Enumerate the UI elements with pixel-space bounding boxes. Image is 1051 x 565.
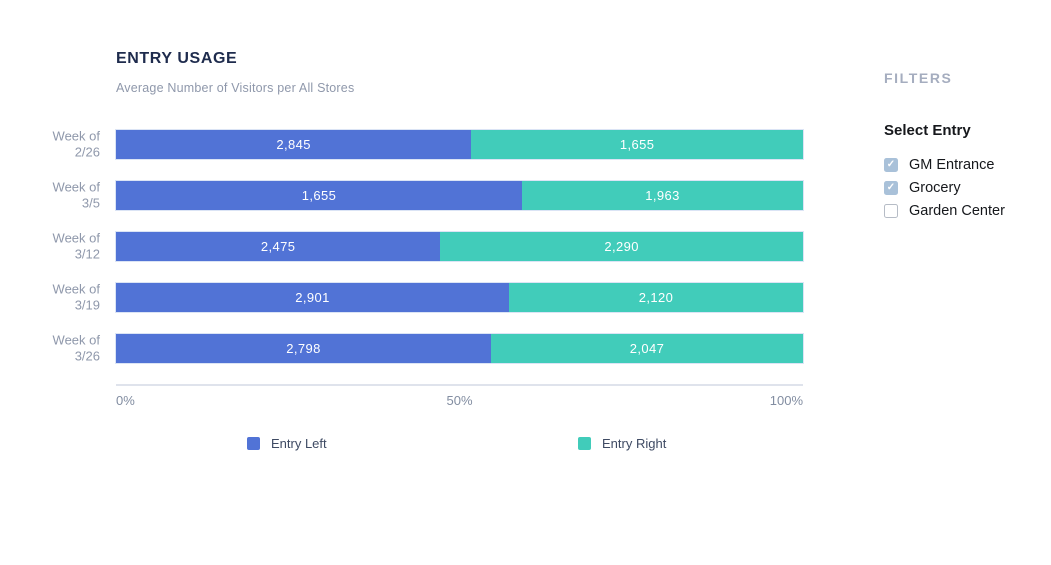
entry-right-swatch-icon xyxy=(578,437,591,450)
entry-right-segment: 2,120 xyxy=(508,283,803,312)
entry-left-segment: 2,475 xyxy=(116,232,441,261)
filter-options: ✓ GM Entrance ✓ Grocery Garden Center xyxy=(884,153,1005,222)
entry-right-segment: 2,047 xyxy=(491,334,803,363)
chart-title: ENTRY USAGE xyxy=(116,50,238,67)
filter-option-label: Garden Center xyxy=(909,202,1005,219)
chart-row: Week of 2/26 2,845 1,655 xyxy=(0,128,803,160)
select-entry-label: Select Entry xyxy=(884,122,971,139)
entry-right-segment: 2,290 xyxy=(440,232,803,261)
checkbox-checked-icon[interactable]: ✓ xyxy=(884,157,898,172)
filters-header: FILTERS xyxy=(884,70,953,86)
category-label: Week of 3/26 xyxy=(52,332,100,364)
filter-option-label: GM Entrance xyxy=(909,156,995,173)
chart-row: Week of 3/26 2,798 2,047 xyxy=(0,332,803,364)
checkbox-unchecked-icon[interactable] xyxy=(884,203,898,218)
category-label: Week of 3/12 xyxy=(52,230,100,262)
legend-label: Entry Left xyxy=(271,436,327,451)
stacked-bar: 2,845 1,655 xyxy=(116,130,803,159)
filter-option-grocery[interactable]: ✓ Grocery xyxy=(884,176,1005,199)
stacked-bar: 2,475 2,290 xyxy=(116,232,803,261)
stacked-bar: 2,901 2,120 xyxy=(116,283,803,312)
chart-subtitle: Average Number of Visitors per All Store… xyxy=(116,81,355,95)
checkbox-checked-icon[interactable]: ✓ xyxy=(884,180,898,195)
entry-left-segment: 2,845 xyxy=(116,130,472,159)
legend-item-entry-left: Entry Left xyxy=(247,436,327,451)
filter-option-gm-entrance[interactable]: ✓ GM Entrance xyxy=(884,153,1005,176)
filter-option-label: Grocery xyxy=(909,179,961,196)
x-axis-tick-0: 0% xyxy=(116,393,135,408)
entry-left-segment: 2,901 xyxy=(116,283,509,312)
chart-row: Week of 3/5 1,655 1,963 xyxy=(0,179,803,211)
entry-left-swatch-icon xyxy=(247,437,260,450)
filter-option-garden-center[interactable]: Garden Center xyxy=(884,199,1005,222)
stacked-bar-chart: Week of 2/26 2,845 1,655 Week of 3/5 1,655 1,96… xyxy=(0,128,803,385)
x-axis-tick-50: 50% xyxy=(446,393,473,408)
entry-left-segment: 1,655 xyxy=(116,181,523,210)
x-axis-tick-100: 100% xyxy=(769,393,803,408)
entry-right-segment: 1,963 xyxy=(522,181,803,210)
stacked-bar: 1,655 1,963 xyxy=(116,181,803,210)
chart-row: Week of 3/19 2,901 2,120 xyxy=(0,281,803,313)
stacked-bar: 2,798 2,047 xyxy=(116,334,803,363)
category-label: Week of 3/19 xyxy=(52,281,100,313)
chart-row: Week of 3/12 2,475 2,290 xyxy=(0,230,803,262)
category-label: Week of 2/26 xyxy=(52,128,100,160)
x-axis-line xyxy=(116,384,803,386)
entry-left-segment: 2,798 xyxy=(116,334,492,363)
entry-right-segment: 1,655 xyxy=(471,130,803,159)
legend-item-entry-right: Entry Right xyxy=(578,436,666,451)
category-label: Week of 3/5 xyxy=(52,179,100,211)
legend-label: Entry Right xyxy=(602,436,667,451)
